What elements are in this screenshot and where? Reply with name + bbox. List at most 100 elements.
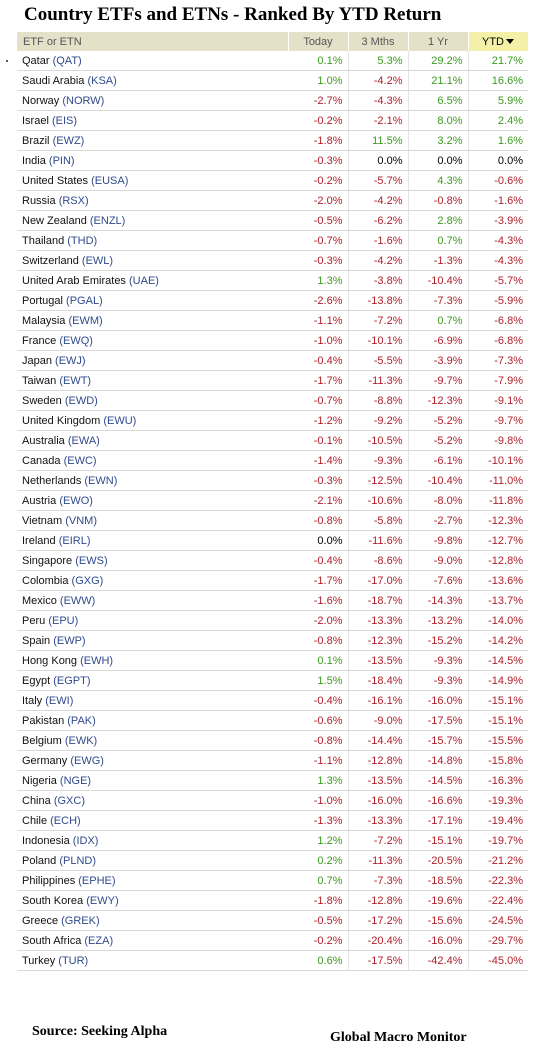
ticker-link[interactable]: (EUSA): [91, 174, 129, 187]
ticker-link[interactable]: (IDX): [72, 834, 99, 847]
ticker-link[interactable]: (ENZL): [89, 214, 126, 227]
cell-1yr: 0.7%: [407, 310, 468, 331]
ticker-link[interactable]: (VNM): [65, 514, 97, 527]
ticker-link[interactable]: (GREK): [61, 914, 100, 927]
table-row: Peru (EPU) -2.0% -13.3% -13.2% -14.0%: [17, 610, 528, 631]
ticker-link[interactable]: (PIN): [48, 154, 75, 167]
ticker-link[interactable]: (UAE): [129, 274, 159, 287]
ticker-link[interactable]: (NGE): [59, 774, 92, 787]
cell-3mths: -14.4%: [347, 730, 408, 751]
ticker-link[interactable]: (EWW): [59, 594, 96, 607]
ticker-link[interactable]: (EWH): [80, 654, 114, 667]
ticker-link[interactable]: (RSX): [58, 194, 89, 207]
ticker-link[interactable]: (EWS): [75, 554, 108, 567]
cell-ytd: -5.7%: [467, 270, 528, 291]
column-header-ytd[interactable]: YTD: [468, 32, 529, 51]
table-row: Greece (GREK) -0.5% -17.2% -15.6% -24.5%: [17, 910, 528, 931]
ticker-link[interactable]: (KSA): [87, 74, 117, 87]
ticker-link[interactable]: (TUR): [58, 954, 89, 967]
ticker-link[interactable]: (QAT): [52, 54, 82, 67]
cell-1yr: -20.5%: [407, 850, 468, 871]
cell-ytd: -24.5%: [467, 910, 528, 931]
ticker-link[interactable]: (GXG): [71, 574, 104, 587]
ticker-link[interactable]: (EWA): [67, 434, 100, 447]
ticker-link[interactable]: (EWT): [59, 374, 92, 387]
ticker-link[interactable]: (EWO): [59, 494, 93, 507]
ticker-link[interactable]: (NORW): [62, 94, 105, 107]
ticker-link[interactable]: (EWQ): [59, 334, 93, 347]
ticker-link[interactable]: (PLND): [59, 854, 96, 867]
table-row: Australia (EWA) -0.1% -10.5% -5.2% -9.8%: [17, 430, 528, 451]
ticker-link[interactable]: (PGAL): [66, 294, 103, 307]
cell-fund: Canada (EWC): [17, 450, 288, 471]
cell-fund: India (PIN): [17, 150, 288, 171]
cell-fund: Hong Kong (EWH): [17, 650, 288, 671]
ticker-link[interactable]: (EPU): [48, 614, 79, 627]
cell-3mths: -13.3%: [347, 810, 408, 831]
ticker-link[interactable]: (EWU): [103, 414, 137, 427]
table-row: Singapore (EWS) -0.4% -8.6% -9.0% -12.8%: [17, 550, 528, 571]
cell-fund: Australia (EWA): [17, 430, 288, 451]
cell-fund: Japan (EWJ): [17, 350, 288, 371]
ticker-link[interactable]: (EWN): [84, 474, 118, 487]
country-name: Singapore: [22, 554, 73, 567]
column-header-today[interactable]: Today: [288, 32, 349, 51]
column-header-3mths[interactable]: 3 Mths: [348, 32, 409, 51]
country-name: United States: [22, 174, 89, 187]
country-name: Malaysia: [22, 314, 66, 327]
cell-1yr: -10.4%: [407, 270, 468, 291]
cell-1yr: -0.8%: [407, 190, 468, 211]
country-name: Qatar: [22, 54, 50, 67]
ticker-link[interactable]: (EWI): [45, 694, 74, 707]
ticker-link[interactable]: (EWZ): [52, 134, 85, 147]
country-name: Belgium: [22, 734, 62, 747]
cell-ytd: -15.1%: [467, 710, 528, 731]
ticker-link[interactable]: (EWL): [81, 254, 114, 267]
cell-3mths: -12.5%: [347, 470, 408, 491]
cell-1yr: -7.6%: [407, 570, 468, 591]
cell-3mths: -12.8%: [347, 890, 408, 911]
ticker-link[interactable]: (ECH): [50, 814, 81, 827]
cell-3mths: -13.5%: [347, 650, 408, 671]
ticker-link[interactable]: (EIRL): [58, 534, 91, 547]
ticker-link[interactable]: (PAK): [67, 714, 96, 727]
ticker-link[interactable]: (EWJ): [55, 354, 86, 367]
cell-fund: France (EWQ): [17, 330, 288, 351]
ticker-link[interactable]: (GXC): [53, 794, 85, 807]
ticker-link[interactable]: (EPHE): [78, 874, 116, 887]
ticker-link[interactable]: (EZA): [84, 934, 114, 947]
ticker-link[interactable]: (EWY): [86, 894, 119, 907]
ticker-link[interactable]: (EWG): [70, 754, 104, 767]
ticker-link[interactable]: (EGPT): [53, 674, 91, 687]
ticker-link[interactable]: (EWK): [64, 734, 98, 747]
ticker-link[interactable]: (EWD): [64, 394, 98, 407]
cell-today: 0.6%: [288, 950, 348, 971]
cell-1yr: 21.1%: [407, 70, 468, 91]
column-header-name[interactable]: ETF or ETN: [17, 32, 289, 51]
cell-today: -0.3%: [288, 150, 348, 171]
table-header-row: ETF or ETN Today 3 Mths 1 Yr YTD: [17, 32, 529, 51]
cell-3mths: -18.7%: [347, 590, 408, 611]
cell-3mths: -7.3%: [347, 870, 408, 891]
table-row: Sweden (EWD) -0.7% -8.8% -12.3% -9.1%: [17, 390, 528, 411]
table-row: France (EWQ) -1.0% -10.1% -6.9% -6.8%: [17, 330, 528, 351]
table-row: Spain (EWP) -0.8% -12.3% -15.2% -14.2%: [17, 630, 528, 651]
country-name: Chile: [22, 814, 48, 827]
cell-today: -0.8%: [288, 510, 348, 531]
country-name: Peru: [22, 614, 46, 627]
ticker-link[interactable]: (EWC): [63, 454, 97, 467]
ticker-link[interactable]: (EIS): [51, 114, 78, 127]
cell-ytd: -21.2%: [467, 850, 528, 871]
cell-3mths: -4.2%: [347, 70, 408, 91]
cell-1yr: -16.6%: [407, 790, 468, 811]
cell-3mths: -8.8%: [347, 390, 408, 411]
table-row: Norway (NORW) -2.7% -4.3% 6.5% 5.9%: [17, 90, 528, 111]
ticker-link[interactable]: (EWM): [68, 314, 103, 327]
ticker-link[interactable]: (EWP): [53, 634, 86, 647]
column-header-1yr[interactable]: 1 Yr: [408, 32, 469, 51]
ticker-link[interactable]: (THD): [67, 234, 98, 247]
cell-fund: Netherlands (EWN): [17, 470, 288, 491]
cell-3mths: -10.5%: [347, 430, 408, 451]
cell-1yr: -15.1%: [407, 830, 468, 851]
cell-1yr: -15.6%: [407, 910, 468, 931]
